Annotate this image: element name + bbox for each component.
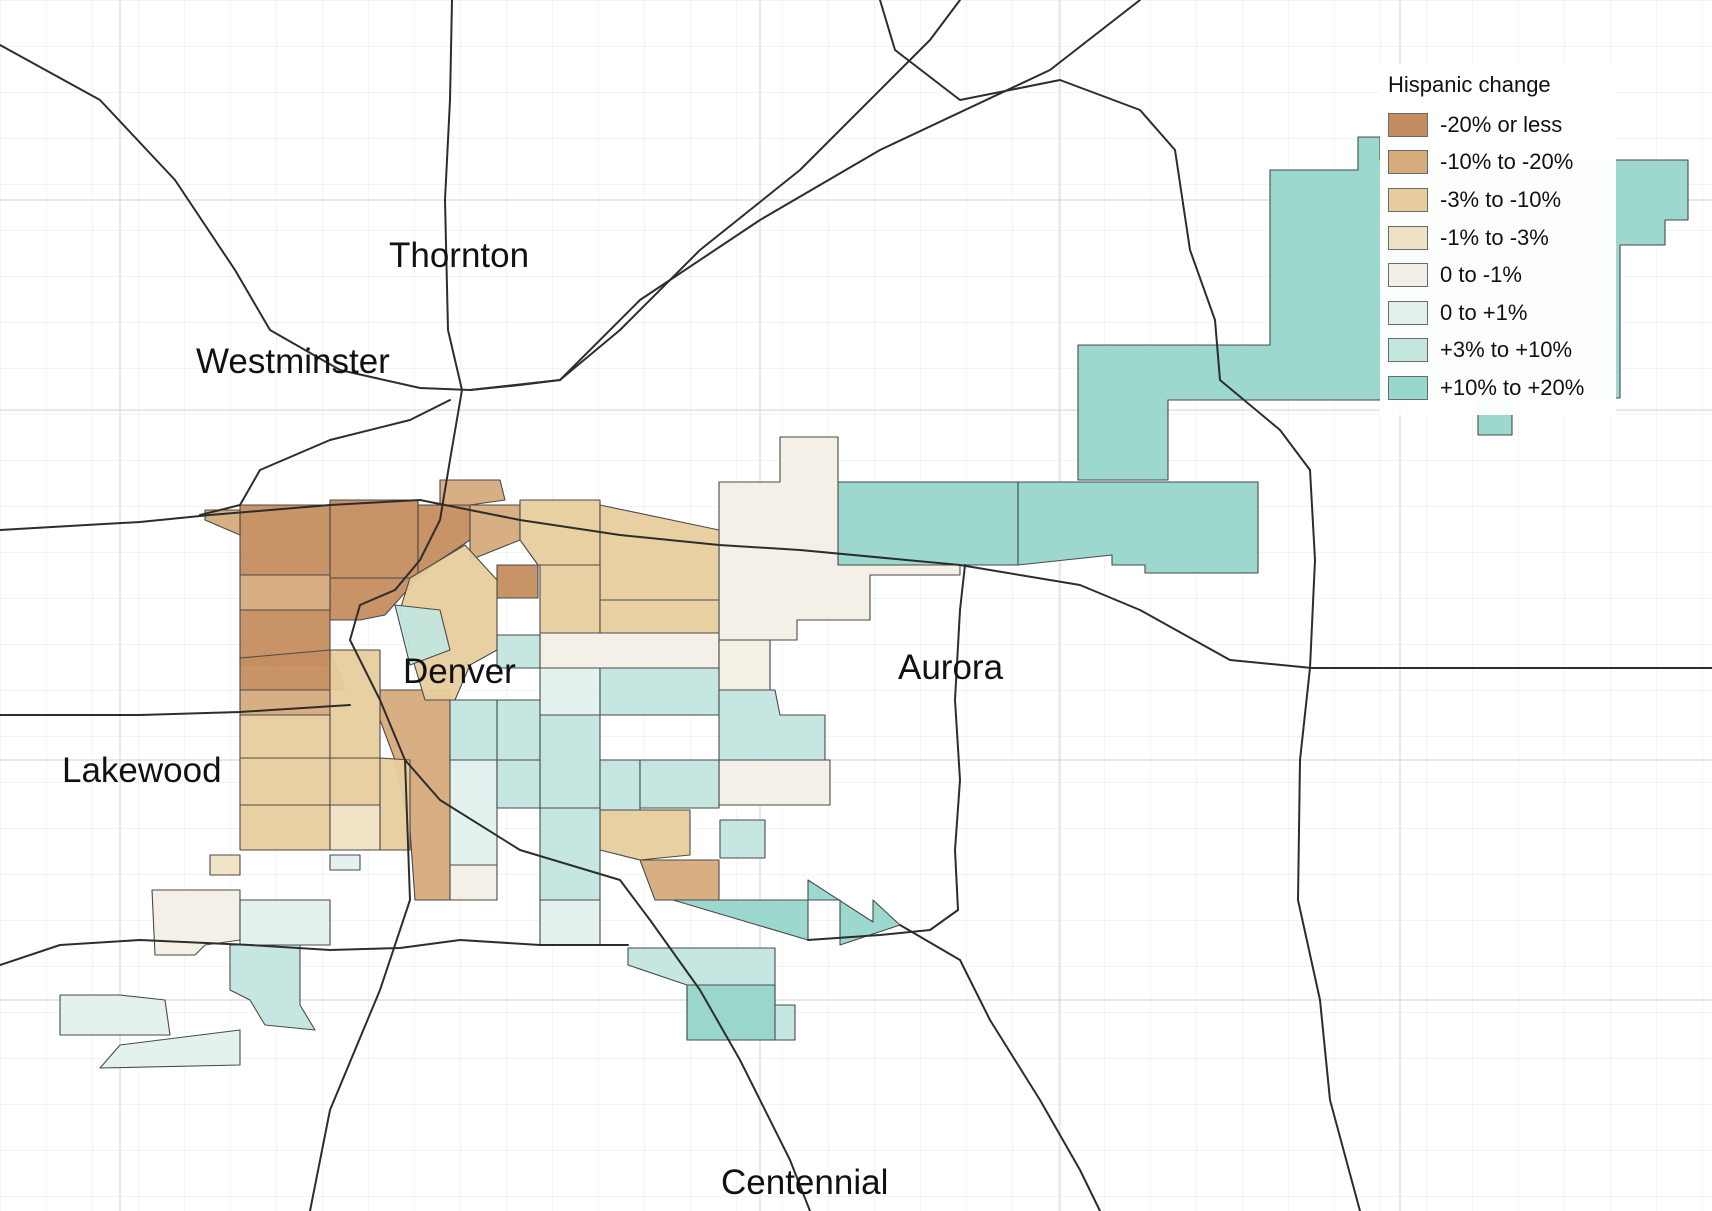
legend-label: +3% to +10% bbox=[1440, 337, 1573, 363]
legend-swatch bbox=[1388, 225, 1428, 250]
region-v-4 bbox=[239, 899, 331, 946]
region-n-1 bbox=[439, 479, 506, 506]
region-t-8 bbox=[239, 757, 331, 806]
city-label-denver: Denver bbox=[403, 652, 516, 691]
region-b-4 bbox=[449, 864, 498, 901]
region-m-2 bbox=[496, 634, 541, 669]
region-v-3 bbox=[329, 854, 361, 871]
legend-item: +3% to +10% bbox=[1388, 332, 1608, 370]
region-m-6 bbox=[539, 714, 601, 809]
region-m-10 bbox=[539, 807, 601, 901]
legend-item: -3% to -10% bbox=[1388, 181, 1608, 219]
region-ne-2 bbox=[837, 481, 1019, 566]
region-t-7 bbox=[329, 649, 381, 759]
region-v-1 bbox=[539, 667, 601, 716]
legend-label: -20% or less bbox=[1440, 111, 1563, 137]
highway-i225 bbox=[807, 564, 966, 941]
legend-item: -10% to -20% bbox=[1388, 144, 1608, 182]
highway-i25-south bbox=[404, 759, 811, 1211]
legend-swatch bbox=[1388, 338, 1428, 363]
highway-i70 bbox=[0, 499, 1712, 669]
city-label-aurora: Aurora bbox=[898, 648, 1004, 687]
region-t-9 bbox=[329, 757, 381, 806]
region-b-3 bbox=[718, 759, 831, 806]
highway-west bbox=[199, 399, 451, 516]
highway-ne-2 bbox=[559, 0, 1141, 381]
region-t-4 bbox=[599, 599, 720, 634]
legend-label: -10% to -20% bbox=[1440, 149, 1574, 175]
city-labels: Thornton Westminster Denver Aurora Lakew… bbox=[62, 236, 1004, 1202]
city-label-thornton: Thornton bbox=[389, 236, 529, 275]
legend-swatch bbox=[1388, 375, 1428, 400]
region-t-1 bbox=[519, 499, 601, 566]
region-m-7 bbox=[496, 759, 541, 809]
region-t-15 bbox=[329, 804, 381, 851]
legend-label: 0 to -1% bbox=[1440, 262, 1522, 288]
legend-swatch bbox=[1388, 263, 1428, 288]
legend-label: 0 to +1% bbox=[1440, 299, 1528, 325]
region-m-11 bbox=[449, 699, 498, 761]
region-b-1 bbox=[539, 632, 720, 669]
legend-label: -3% to -10% bbox=[1440, 186, 1562, 212]
region-t-13 bbox=[239, 804, 331, 851]
legend-label: -1% to -3% bbox=[1440, 224, 1549, 250]
region-m-3 bbox=[599, 667, 720, 716]
region-nw-9 bbox=[239, 574, 331, 611]
legend-item: 0 to +1% bbox=[1388, 294, 1608, 332]
legend-item: -20% or less bbox=[1388, 106, 1608, 144]
region-nw-2 bbox=[329, 499, 419, 579]
highway-se bbox=[899, 924, 1101, 1211]
highway-sw bbox=[309, 759, 411, 1211]
legend-item: 0 to -1% bbox=[1388, 256, 1608, 294]
highway-6th bbox=[0, 704, 351, 716]
region-m-9 bbox=[639, 759, 720, 809]
highway-c470 bbox=[0, 939, 629, 966]
region-m-13 bbox=[229, 944, 316, 1031]
region-m-14 bbox=[672, 879, 901, 946]
highway-i25-north bbox=[349, 0, 463, 761]
region-m-16 bbox=[686, 984, 776, 1041]
legend-swatch bbox=[1388, 300, 1428, 325]
region-v-6 bbox=[59, 994, 171, 1036]
legend: Hispanic change -20% or less -10% to -20… bbox=[1380, 64, 1616, 415]
highway-e470 bbox=[879, 0, 1361, 1211]
region-nw-7 bbox=[496, 564, 539, 599]
region-v-2 bbox=[449, 759, 498, 866]
region-m-5 bbox=[496, 699, 541, 761]
legend-swatch bbox=[1388, 112, 1428, 137]
region-t-6 bbox=[239, 714, 331, 759]
region-t-3 bbox=[539, 564, 601, 634]
region-m-8 bbox=[599, 759, 641, 811]
region-t-14 bbox=[209, 854, 241, 876]
legend-swatch bbox=[1388, 150, 1428, 175]
city-label-lakewood: Lakewood bbox=[62, 751, 222, 790]
region-b-5 bbox=[151, 889, 241, 956]
legend-item: -1% to -3% bbox=[1388, 219, 1608, 257]
legend-swatch bbox=[1388, 187, 1428, 212]
legend-label: +10% to +20% bbox=[1440, 374, 1585, 400]
region-nw-8 bbox=[204, 509, 241, 536]
region-v-7 bbox=[99, 1029, 241, 1069]
region-ne-3 bbox=[1017, 481, 1259, 574]
region-v-5 bbox=[539, 899, 601, 946]
region-nw-1 bbox=[239, 504, 331, 576]
region-m-12 bbox=[719, 819, 766, 859]
region-t-11 bbox=[599, 809, 691, 861]
region-m-1 bbox=[394, 604, 451, 666]
legend-item: +10% to +20% bbox=[1388, 369, 1608, 407]
legend-title: Hispanic change bbox=[1388, 72, 1551, 97]
region-b-2 bbox=[718, 639, 771, 691]
city-label-westminster: Westminster bbox=[196, 342, 390, 381]
city-label-centennial: Centennial bbox=[721, 1163, 888, 1202]
